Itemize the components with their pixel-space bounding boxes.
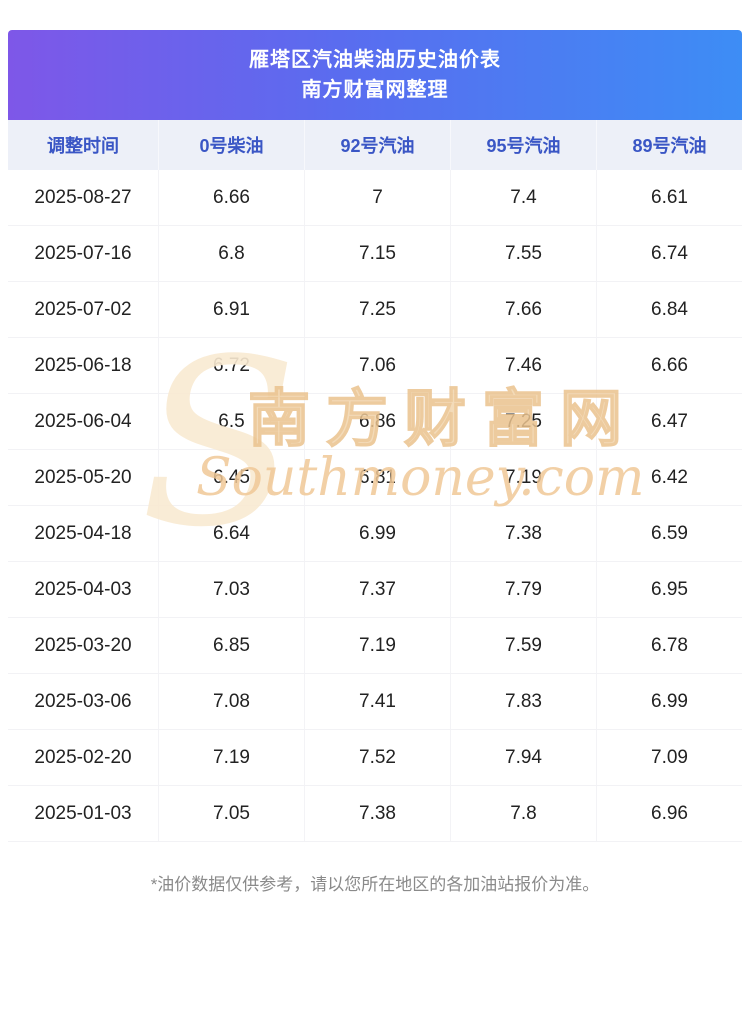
disclaimer-note: *油价数据仅供参考，请以您所在地区的各加油站报价为准。 [150,875,600,894]
price-cell: 6.64 [158,506,304,561]
price-cell: 7.79 [450,562,596,617]
price-cell: 7.25 [450,394,596,449]
date-cell: 2025-04-18 [34,522,132,544]
page-title: 雁塔区汽油柴油历史油价表 [249,49,501,71]
column-header: 92号汽油 [304,120,450,170]
table-row: 2025-02-20 7.19 7.52 7.94 7.09 [8,730,742,786]
price-cell: 6.81 [304,450,450,505]
table-row: 2025-08-27 6.66 7 7.4 6.61 [8,170,742,226]
price-cell: 7.52 [304,730,450,785]
price-cell: 7.08 [158,674,304,729]
column-header: 89号汽油 [596,120,742,170]
price-cell: 7.8 [450,786,596,841]
date-cell: 2025-07-02 [34,298,132,320]
table-header-row: 调整时间 0号柴油 92号汽油 95号汽油 89号汽油 [8,120,742,170]
page-header-banner: 雁塔区汽油柴油历史油价表 南方财富网整理 [8,30,742,120]
price-cell: 6.66 [596,338,742,393]
price-cell: 6.47 [596,394,742,449]
price-cell: 6.72 [158,338,304,393]
oil-price-table: 调整时间 0号柴油 92号汽油 95号汽油 89号汽油 2025-08-27 6.66 7 7… [8,120,742,842]
price-cell: 6.84 [596,282,742,337]
price-cell: 7.4 [450,170,596,225]
page-subtitle: 南方财富网整理 [301,79,449,101]
table-row: 2025-03-06 7.08 7.41 7.83 6.99 [8,674,742,730]
price-cell: 6.42 [596,450,742,505]
price-cell: 7.38 [304,786,450,841]
table-row: 2025-04-18 6.64 6.99 7.38 6.59 [8,506,742,562]
column-header: 调整时间 [47,136,119,156]
price-cell: 6.45 [158,450,304,505]
price-cell: 7.59 [450,618,596,673]
table-row: 2025-06-18 6.72 7.06 7.46 6.66 [8,338,742,394]
price-cell: 7.66 [450,282,596,337]
price-cell: 6.61 [596,170,742,225]
date-cell: 2025-02-20 [34,746,132,768]
price-cell: 6.99 [596,674,742,729]
price-cell: 7.37 [304,562,450,617]
date-cell: 2025-03-20 [34,634,132,656]
price-cell: 7.94 [450,730,596,785]
date-cell: 2025-06-04 [34,410,132,432]
table-body: 2025-08-27 6.66 7 7.4 6.61 2025-07-16 6.8 7.15 7… [8,170,742,842]
date-cell: 2025-05-20 [34,466,132,488]
table-row: 2025-07-02 6.91 7.25 7.66 6.84 [8,282,742,338]
price-cell: 7.83 [450,674,596,729]
price-cell: 6.95 [596,562,742,617]
price-cell: 6.5 [158,394,304,449]
date-cell: 2025-08-27 [34,186,132,208]
price-cell: 6.8 [158,226,304,281]
price-cell: 7.05 [158,786,304,841]
price-cell: 7.25 [304,282,450,337]
date-cell: 2025-01-03 [34,802,132,824]
table-row: 2025-07-16 6.8 7.15 7.55 6.74 [8,226,742,282]
price-cell: 6.86 [304,394,450,449]
price-cell: 7 [304,170,450,225]
date-cell: 2025-04-03 [34,578,132,600]
table-row: 2025-01-03 7.05 7.38 7.8 6.96 [8,786,742,842]
price-cell: 6.66 [158,170,304,225]
column-header: 0号柴油 [158,120,304,170]
price-cell: 7.41 [304,674,450,729]
table-row: 2025-03-20 6.85 7.19 7.59 6.78 [8,618,742,674]
table-row: 2025-05-20 6.45 6.81 7.19 6.42 [8,450,742,506]
table-row: 2025-06-04 6.5 6.86 7.25 6.47 [8,394,742,450]
price-cell: 6.96 [596,786,742,841]
price-cell: 7.19 [158,730,304,785]
price-cell: 7.09 [596,730,742,785]
table-row: 2025-04-03 7.03 7.37 7.79 6.95 [8,562,742,618]
price-cell: 6.91 [158,282,304,337]
column-header: 95号汽油 [450,120,596,170]
price-cell: 7.19 [450,450,596,505]
price-cell: 6.78 [596,618,742,673]
price-cell: 6.74 [596,226,742,281]
price-cell: 7.03 [158,562,304,617]
price-cell: 6.99 [304,506,450,561]
date-cell: 2025-06-18 [34,354,132,376]
price-cell: 7.15 [304,226,450,281]
oil-price-page: 雁塔区汽油柴油历史油价表 南方财富网整理 调整时间 0号柴油 92号汽油 95号汽油 8… [8,30,742,895]
price-cell: 7.06 [304,338,450,393]
price-cell: 7.19 [304,618,450,673]
date-cell: 2025-07-16 [34,242,132,264]
price-cell: 6.85 [158,618,304,673]
price-cell: 7.55 [450,226,596,281]
price-cell: 7.38 [450,506,596,561]
price-cell: 6.59 [596,506,742,561]
price-cell: 7.46 [450,338,596,393]
date-cell: 2025-03-06 [34,690,132,712]
